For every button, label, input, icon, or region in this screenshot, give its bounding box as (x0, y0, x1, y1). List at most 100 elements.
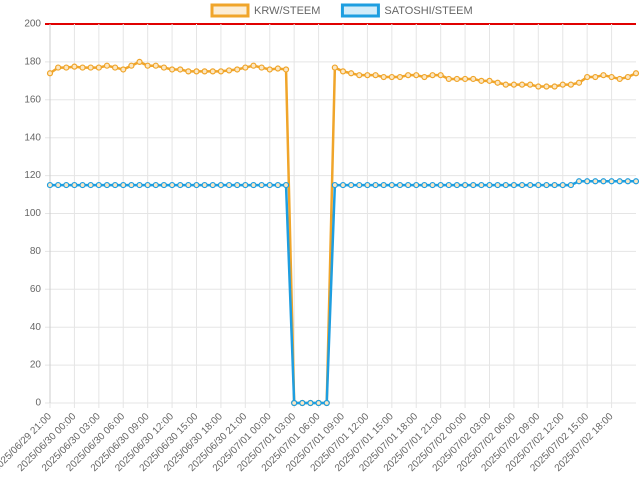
data-point (372, 72, 379, 79)
data-point (445, 181, 452, 189)
data-point (592, 73, 599, 81)
data-point (437, 72, 444, 79)
data-point (632, 70, 640, 77)
data-point (348, 70, 355, 77)
data-point (364, 181, 371, 189)
data-point (624, 73, 631, 81)
data-point (543, 83, 550, 90)
data-point (266, 181, 273, 189)
data-point (608, 178, 615, 185)
data-point (421, 181, 428, 189)
y-tick-label: 180 (24, 57, 41, 68)
data-point (307, 399, 314, 407)
y-tick-label: 140 (24, 132, 41, 143)
y-tick-label: 160 (24, 94, 41, 105)
data-point (136, 58, 143, 66)
data-point (502, 81, 509, 88)
data-point (518, 181, 526, 189)
data-point (608, 73, 615, 81)
data-point (584, 73, 591, 81)
data-point (55, 181, 62, 189)
data-point (396, 181, 404, 189)
data-point (567, 81, 574, 88)
data-point (46, 70, 54, 77)
data-point (413, 72, 420, 79)
data-point (136, 181, 143, 189)
data-point (217, 181, 225, 189)
data-point (225, 181, 233, 189)
data-point (79, 181, 86, 189)
data-point (209, 181, 216, 189)
data-point (46, 181, 54, 189)
data-point (152, 62, 159, 69)
data-point (193, 181, 200, 189)
data-point (242, 64, 249, 71)
data-point (567, 181, 574, 189)
data-point (339, 68, 347, 75)
data-point (600, 72, 607, 79)
data-point (55, 64, 62, 71)
data-point (421, 73, 428, 81)
data-point (266, 66, 273, 73)
data-point (71, 181, 78, 189)
data-point (510, 81, 518, 88)
data-point (152, 181, 159, 189)
data-point (486, 77, 493, 84)
data-point (380, 73, 387, 81)
y-tick-label: 100 (24, 208, 41, 219)
data-point (234, 66, 241, 73)
data-point (331, 181, 338, 189)
data-point (258, 64, 265, 71)
data-point (63, 181, 70, 189)
data-point (128, 181, 135, 189)
data-point (584, 178, 591, 185)
legend-label: SATOSHI/STEEM (384, 5, 472, 17)
data-point (258, 181, 265, 189)
data-point (185, 181, 192, 189)
data-point (331, 64, 338, 71)
legend-label: KRW/STEEM (254, 5, 320, 17)
data-point (559, 81, 566, 88)
data-point (95, 64, 102, 71)
data-point (128, 62, 135, 69)
data-point (527, 181, 534, 189)
data-point (160, 64, 168, 71)
data-point (250, 181, 257, 189)
data-point (177, 181, 184, 189)
y-tick-label: 20 (30, 360, 42, 371)
data-point (575, 178, 583, 185)
y-tick-label: 120 (24, 170, 41, 181)
data-point (234, 181, 241, 189)
data-point (429, 72, 436, 79)
data-point (405, 72, 412, 79)
data-point (518, 81, 526, 88)
data-point (201, 68, 208, 75)
data-point (453, 75, 461, 83)
data-point (600, 178, 607, 185)
data-point (87, 181, 94, 189)
data-point (144, 62, 151, 69)
data-point (348, 181, 355, 189)
data-point (95, 181, 102, 189)
data-point (217, 68, 225, 75)
data-point (616, 75, 623, 83)
legend-swatch (340, 3, 380, 18)
data-point (71, 63, 78, 70)
data-point (543, 181, 550, 189)
data-point (380, 181, 387, 189)
data-point (405, 181, 412, 189)
data-point (356, 72, 363, 79)
y-tick-label: 200 (24, 19, 41, 30)
data-point (242, 181, 249, 189)
data-point (112, 64, 119, 71)
data-point (527, 81, 534, 88)
y-tick-label: 60 (30, 284, 42, 295)
data-point (120, 181, 127, 189)
data-point (364, 72, 371, 79)
data-point (592, 178, 599, 185)
data-point (274, 65, 281, 72)
data-point (193, 68, 200, 75)
data-point (201, 181, 208, 189)
data-point (632, 178, 640, 185)
